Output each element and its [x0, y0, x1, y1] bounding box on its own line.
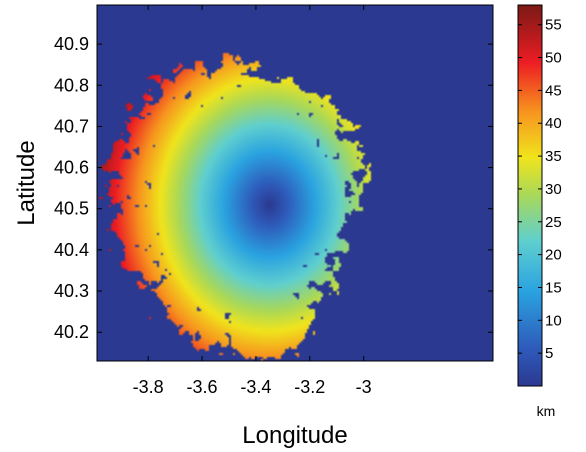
colorbar-tick-label: 50 — [545, 50, 562, 67]
colorbar-ticks: 5 10 15 20 25 30 35 40 45 50 55 — [518, 17, 562, 362]
plot-frame — [96, 4, 494, 362]
heatmap-image — [97, 5, 493, 361]
colorbar-tick-label: 40 — [545, 115, 562, 132]
colorbar-tick-label: 30 — [545, 181, 562, 198]
colorbar-tick-label: 10 — [545, 312, 562, 329]
y-tick-label: 40.6 — [54, 158, 89, 178]
colorbar-tick-label: 45 — [545, 82, 562, 99]
y-tick-label: 40.2 — [54, 322, 89, 342]
colorbar-label: km — [537, 403, 556, 419]
colorbar-tick-label: 35 — [545, 148, 562, 165]
colorbar — [517, 4, 543, 387]
x-tick-label: -3.2 — [294, 377, 325, 397]
y-tick-label: 40.4 — [54, 240, 89, 260]
y-tick-labels: 40.2 40.3 40.4 40.5 40.6 40.7 40.8 40.9 — [54, 34, 89, 342]
x-tick-labels: -3.8 -3.6 -3.4 -3.2 -3 — [133, 377, 372, 397]
y-tick-label: 40.5 — [54, 199, 89, 219]
y-tick-label: 40.8 — [54, 75, 89, 95]
colorbar-tick-label: 55 — [545, 17, 562, 34]
x-tick-label: -3 — [356, 377, 372, 397]
x-tick-label: -3.6 — [187, 377, 218, 397]
y-axis-label: Latitude — [13, 140, 40, 225]
colorbar-tick-label: 15 — [545, 279, 562, 296]
y-tick-label: 40.7 — [54, 116, 89, 136]
y-tick-label: 40.9 — [54, 34, 89, 54]
y-tick-label: 40.3 — [54, 281, 89, 301]
tick-marks — [97, 5, 493, 361]
x-axis-label: Longitude — [242, 422, 347, 449]
colorbar-tick-label: 5 — [545, 345, 553, 362]
colorbar-tick-label: 20 — [545, 247, 562, 264]
x-tick-label: -3.4 — [240, 377, 271, 397]
colorbar-tick-label: 25 — [545, 214, 562, 231]
x-tick-label: -3.8 — [133, 377, 164, 397]
